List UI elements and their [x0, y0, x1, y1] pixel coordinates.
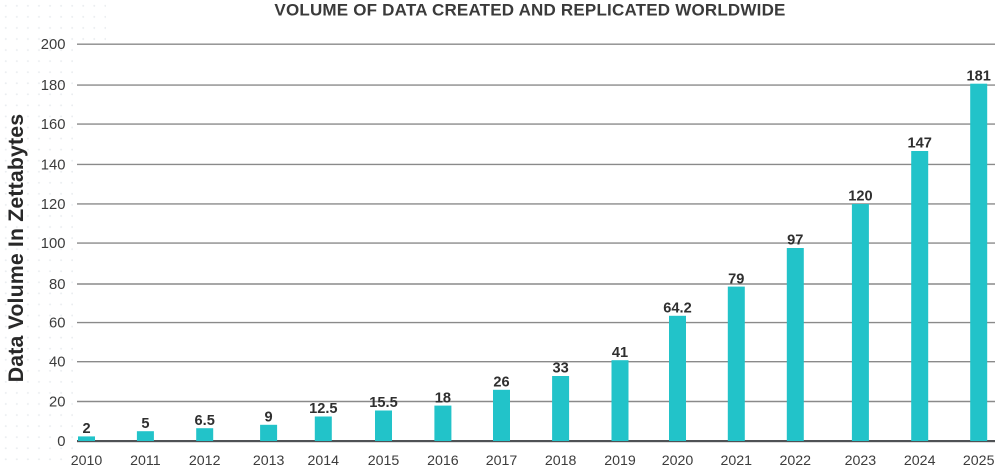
svg-text:40: 40	[49, 355, 65, 371]
svg-text:2015: 2015	[368, 453, 400, 468]
svg-text:2012: 2012	[189, 453, 221, 468]
svg-text:64.2: 64.2	[663, 301, 691, 317]
svg-text:2025: 2025	[963, 453, 995, 468]
svg-text:41: 41	[612, 345, 628, 361]
svg-text:147: 147	[908, 136, 932, 152]
svg-text:2011: 2011	[130, 453, 161, 468]
svg-text:0: 0	[57, 434, 65, 450]
svg-text:20: 20	[49, 395, 65, 411]
svg-text:180: 180	[41, 78, 66, 94]
svg-text:140: 140	[41, 157, 66, 173]
svg-text:9: 9	[265, 410, 273, 426]
svg-text:VOLUME OF DATA CREATED AND REP: VOLUME OF DATA CREATED AND REPLICATED WO…	[274, 0, 785, 19]
svg-text:12.5: 12.5	[309, 401, 337, 417]
svg-text:100: 100	[41, 236, 66, 252]
svg-text:2023: 2023	[845, 453, 877, 468]
svg-text:2013: 2013	[253, 453, 285, 468]
svg-text:2016: 2016	[427, 453, 459, 468]
svg-text:2019: 2019	[604, 453, 636, 468]
svg-text:200: 200	[41, 37, 66, 53]
svg-text:160: 160	[41, 117, 66, 133]
svg-text:6.5: 6.5	[195, 413, 215, 429]
svg-text:2022: 2022	[780, 453, 812, 468]
svg-text:97: 97	[787, 233, 803, 249]
svg-text:2010: 2010	[71, 453, 103, 468]
svg-text:181: 181	[967, 68, 991, 84]
svg-text:2024: 2024	[904, 453, 936, 468]
svg-text:79: 79	[728, 271, 744, 287]
svg-text:2020: 2020	[662, 453, 694, 468]
svg-text:26: 26	[493, 375, 509, 391]
svg-text:120: 120	[848, 189, 872, 205]
svg-text:5: 5	[141, 416, 149, 432]
svg-text:33: 33	[552, 361, 568, 377]
svg-text:80: 80	[49, 277, 65, 293]
svg-text:Data Volume In Zettabytes: Data Volume In Zettabytes	[4, 114, 28, 382]
svg-text:120: 120	[41, 197, 66, 213]
svg-text:2018: 2018	[545, 453, 577, 468]
svg-text:60: 60	[49, 316, 65, 332]
svg-text:15.5: 15.5	[369, 395, 397, 411]
svg-text:2021: 2021	[721, 453, 753, 468]
svg-text:2014: 2014	[308, 453, 340, 468]
svg-text:18: 18	[435, 390, 451, 406]
svg-text:2017: 2017	[486, 453, 518, 468]
svg-text:2: 2	[82, 421, 90, 437]
